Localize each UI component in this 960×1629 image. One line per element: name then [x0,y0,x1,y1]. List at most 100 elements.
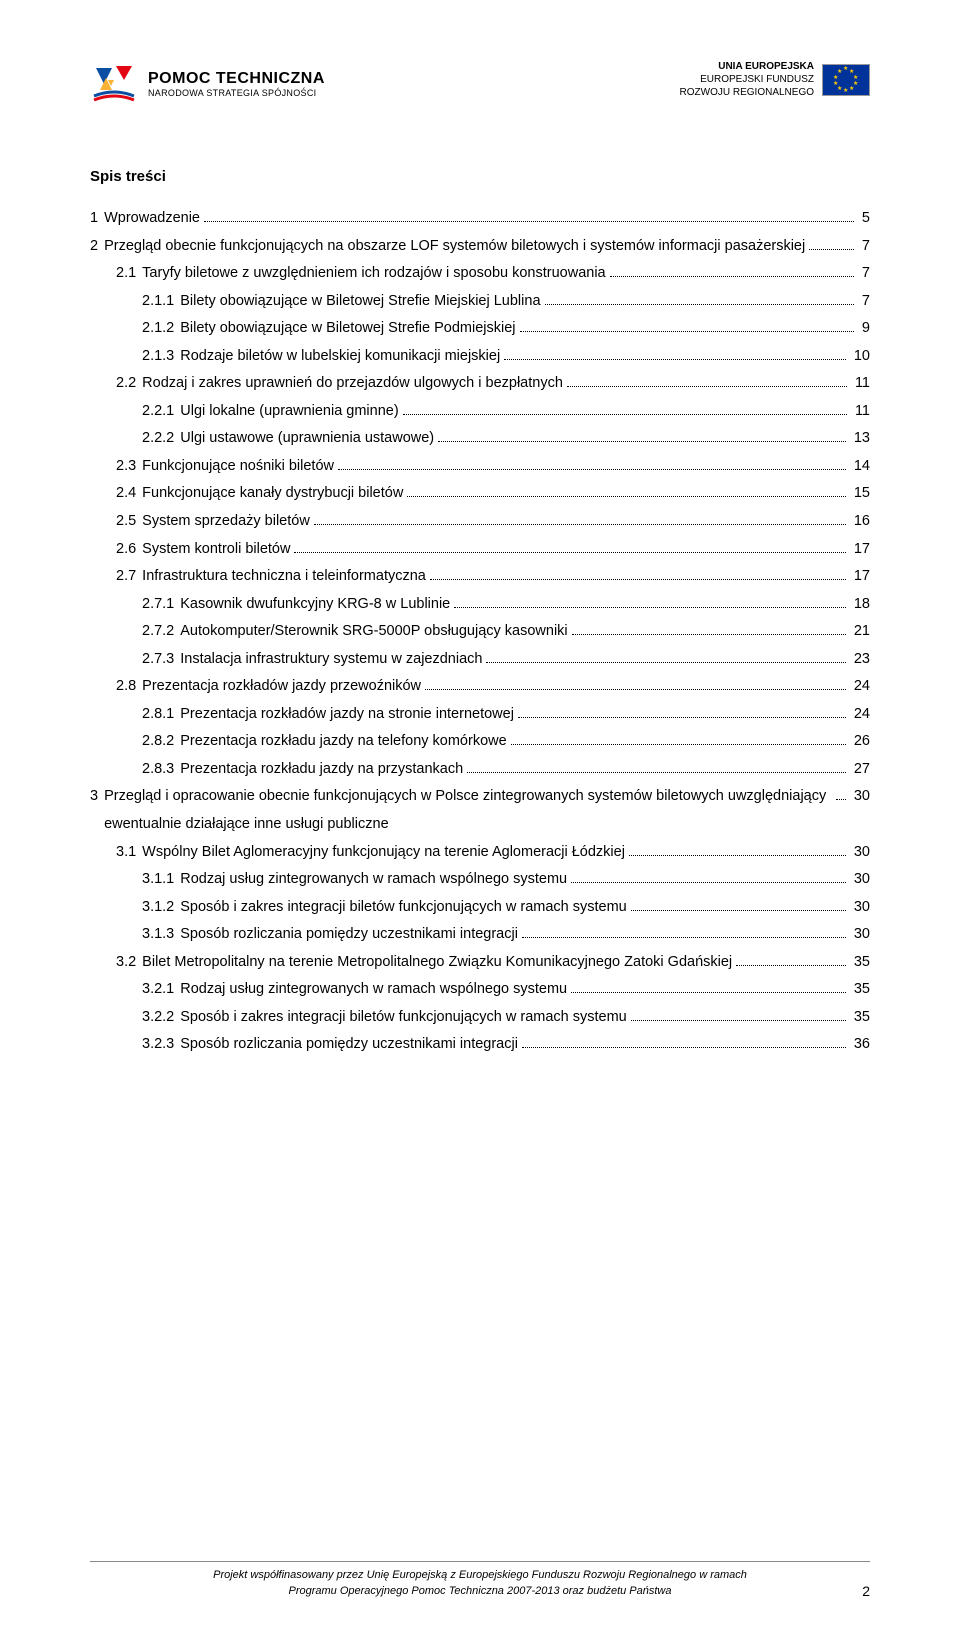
toc-entry-title: Sposób rozliczania pomiędzy uczestnikami… [180,1031,518,1059]
toc-entry-title: Bilety obowiązujące w Biletowej Strefie … [180,288,540,316]
toc-entry: 2.8.1Prezentacja rozkładów jazdy na stro… [90,701,870,729]
footer-rule [90,1561,870,1562]
toc-entry-title: Autokomputer/Sterownik SRG-5000P obsługu… [180,618,567,646]
toc-entry: 2.4Funkcjonujące kanały dystrybucji bile… [90,480,870,508]
toc-entry-number: 2.2 [116,370,142,398]
toc-entry-page: 26 [850,728,870,756]
toc-entry-page: 30 [850,921,870,949]
toc-leader-dots [520,331,854,332]
toc-entry-page: 35 [850,1004,870,1032]
toc-entry: 2.1.2Bilety obowiązujące w Biletowej Str… [90,315,870,343]
toc-entry: 2Przegląd obecnie funkcjonujących na obs… [90,233,870,261]
toc-entry-number: 2.7.1 [142,591,180,619]
toc-entry-number: 3 [90,783,104,811]
left-logo-title: POMOC TECHNICZNA [148,70,325,88]
toc-entry-number: 2 [90,233,104,261]
toc-entry-number: 3.1 [116,839,142,867]
toc-entry-title: Funkcjonujące kanały dystrybucji biletów [142,480,403,508]
toc-entry-number: 3.1.3 [142,921,180,949]
toc-entry-number: 3.2.1 [142,976,180,1004]
right-logo-text: UNIA EUROPEJSKA EUROPEJSKI FUNDUSZ ROZWO… [680,60,814,99]
toc-entry-title: System kontroli biletów [142,536,290,564]
toc-entry-page: 11 [851,370,870,398]
toc-entry-page: 14 [850,453,870,481]
toc-entry-number: 2.4 [116,480,142,508]
toc-entry-title: Kasownik dwufunkcyjny KRG-8 w Lublinie [180,591,450,619]
toc-entry-number: 2.7.3 [142,646,180,674]
toc-leader-dots [511,744,846,745]
toc-entry: 2.1Taryfy biletowe z uwzględnieniem ich … [90,260,870,288]
toc-leader-dots [430,579,846,580]
toc-entry-number: 1 [90,205,104,233]
toc-entry-page: 35 [850,976,870,1004]
page-number: 2 [862,1583,870,1599]
toc-entry-page: 13 [850,425,870,453]
toc-entry: 2.8Prezentacja rozkładów jazdy przewoźni… [90,673,870,701]
toc-leader-dots [204,221,854,222]
toc-entry-title: Funkcjonujące nośniki biletów [142,453,334,481]
toc-entry-page: 15 [850,480,870,508]
toc-leader-dots [572,634,846,635]
toc-entry-title: Taryfy biletowe z uwzględnieniem ich rod… [142,260,605,288]
toc-entry: 3.1.3Sposób rozliczania pomiędzy uczestn… [90,921,870,949]
toc-entry-page: 17 [850,536,870,564]
eu-label-line3: ROZWOJU REGIONALNEGO [680,86,814,99]
toc-entry-number: 3.2 [116,949,142,977]
toc-entry-number: 2.2.1 [142,398,180,426]
toc-entry-page: 30 [850,783,870,811]
toc-entry-page: 30 [850,839,870,867]
toc-leader-dots [438,441,846,442]
toc-entry-number: 2.1.2 [142,315,180,343]
toc-entry-page: 30 [850,866,870,894]
toc-entry-number: 2.7.2 [142,618,180,646]
toc-entry-title: Bilety obowiązujące w Biletowej Strefie … [180,315,515,343]
toc-entry-title: Rodzaje biletów w lubelskiej komunikacji… [180,343,500,371]
toc-entry-number: 2.1.3 [142,343,180,371]
toc-entry-number: 2.7 [116,563,142,591]
toc-entry: 2.2Rodzaj i zakres uprawnień do przejazd… [90,370,870,398]
toc-leader-dots [567,386,847,387]
toc-entry-title: Instalacja infrastruktury systemu w zaje… [180,646,482,674]
toc-entry: 3.2.1Rodzaj usług zintegrowanych w ramac… [90,976,870,1004]
toc-entry-title: Prezentacja rozkładu jazdy na telefony k… [180,728,506,756]
toc-leader-dots [571,882,846,883]
toc-entry-title: Wprowadzenie [104,205,200,233]
toc-entry-page: 24 [850,673,870,701]
toc-entry-number: 2.3 [116,453,142,481]
toc-entry-number: 2.2.2 [142,425,180,453]
toc-leader-dots [314,524,846,525]
eu-flag-icon: ★ ★ ★ ★ ★ ★ ★ ★ ★ ★ [822,64,870,96]
toc-leader-dots [736,965,846,966]
toc-entry-title: Sposób i zakres integracji biletów funkc… [180,894,626,922]
toc-entry-page: 21 [850,618,870,646]
toc-leader-dots [522,1047,846,1048]
toc-entry: 2.7.3Instalacja infrastruktury systemu w… [90,646,870,674]
toc-entry-number: 2.1.1 [142,288,180,316]
toc-leader-dots [425,689,846,690]
right-logo-block: UNIA EUROPEJSKA EUROPEJSKI FUNDUSZ ROZWO… [680,60,870,99]
toc-entry-page: 36 [850,1031,870,1059]
toc-entry: 2.5System sprzedaży biletów16 [90,508,870,536]
toc-entry-page: 27 [850,756,870,784]
toc-entry: 2.7.2Autokomputer/Sterownik SRG-5000P ob… [90,618,870,646]
toc-entry: 2.1.3Rodzaje biletów w lubelskiej komuni… [90,343,870,371]
toc-entry-page: 17 [850,563,870,591]
toc-entry-page: 24 [850,701,870,729]
toc-entry: 2.8.2Prezentacja rozkładu jazdy na telef… [90,728,870,756]
toc-entry-title: Ulgi lokalne (uprawnienia gminne) [180,398,398,426]
toc-entry-title: Sposób i zakres integracji biletów funkc… [180,1004,626,1032]
toc-entry: 3.2.3Sposób rozliczania pomiędzy uczestn… [90,1031,870,1059]
toc-entry-number: 3.2.3 [142,1031,180,1059]
toc-leader-dots [294,552,845,553]
toc-leader-dots [407,496,846,497]
toc-entry-number: 2.8.3 [142,756,180,784]
pomoc-techniczna-logo-icon [90,60,138,108]
toc-entry-title: Prezentacja rozkładów jazdy na stronie i… [180,701,514,729]
toc-entry-page: 7 [858,260,870,288]
toc-entry: 2.1.1Bilety obowiązujące w Biletowej Str… [90,288,870,316]
toc-entry-number: 2.6 [116,536,142,564]
toc-entry-title: Rodzaj usług zintegrowanych w ramach wsp… [180,866,567,894]
toc-entry: 2.7.1Kasownik dwufunkcyjny KRG-8 w Lubli… [90,591,870,619]
toc-entry: 3.1.1Rodzaj usług zintegrowanych w ramac… [90,866,870,894]
toc-entry-page: 7 [858,233,870,261]
